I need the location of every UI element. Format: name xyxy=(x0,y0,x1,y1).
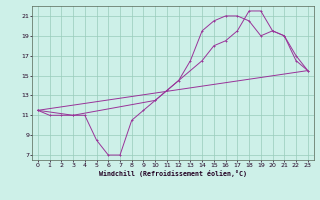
X-axis label: Windchill (Refroidissement éolien,°C): Windchill (Refroidissement éolien,°C) xyxy=(99,170,247,177)
